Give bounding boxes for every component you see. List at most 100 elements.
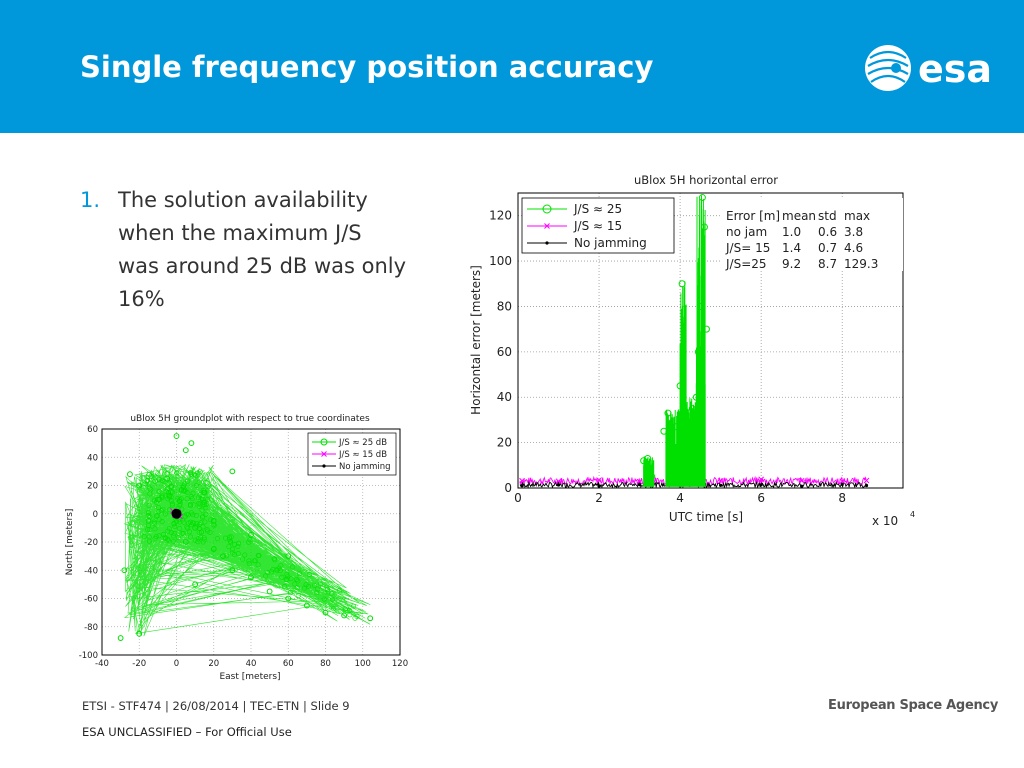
series-js25-cloud-point [208,517,214,523]
series-js25-cloud-point [202,519,208,525]
chart-r-ytick: 100 [489,254,512,268]
chart-l-xtick: 80 [320,659,331,669]
series-js25-cloud-point [168,530,174,536]
series-js25-point [220,553,226,560]
series-js25-cloud-point [352,615,358,621]
series-js25-point [201,489,208,496]
series-js25-cloud-point [194,483,200,489]
series-js25-point [648,473,656,481]
series-js25-cloud-point [347,612,353,618]
chart-r-xtick: 0 [514,491,522,505]
series-js25-cloud-point [185,478,191,484]
series-js25-cloud-point [288,590,294,596]
series-js25-cloud-point [163,511,169,517]
series-js25-cloud-point [184,524,190,530]
chart-r-legend: J/S ≈ 25 J/S ≈ 15 No jamming [521,197,675,254]
series-js25-cloud-point [312,583,318,589]
series-js25-cloud-point [182,513,188,519]
stats-cell: 1.4 [782,241,801,255]
series-js25-cloud-point [152,478,158,484]
chart-l-ytick: -40 [84,566,98,576]
classification-text: ESA UNCLASSIFIED – For Official Use [82,725,292,739]
series-js15-point [717,478,724,484]
series-js25-cloud-point [177,502,183,508]
footer-text: ETSI - STF474 | 26/08/2014 | TEC-ETN | S… [82,699,350,713]
series-js25-point [229,567,236,574]
series-js25-cloud-point [195,539,201,545]
series-nojam-point [173,513,178,517]
series-js25-cloud-point [246,539,252,545]
series-js25-cloud-point [179,506,185,512]
series-js25-cloud-point [265,570,271,576]
series-js25-point [688,405,696,413]
chart-l-legend-marker [320,438,328,446]
series-js25-point [192,581,199,588]
series-js25-cloud-point [156,476,162,482]
chart-l-ytick: -20 [84,538,98,548]
chart-l-legend-marker [322,464,326,468]
series-js25-point [127,471,133,478]
series-js25-cloud-point [325,589,331,595]
stats-cell: 9.2 [782,257,801,271]
series-js25-point [668,434,676,442]
series-js25-point [248,532,254,538]
series-js25-point [285,553,292,560]
chart-r-ytick: 60 [497,345,512,359]
agency-name: European Space Agency [828,698,998,713]
series-js25-point [702,325,710,333]
series-js25-cloud-point [205,483,211,489]
series-js25-cloud-point [279,574,285,580]
chart-l-xtick: 40 [246,659,257,669]
series-js25-cloud-point [169,484,175,490]
stats-cell: J/S= 15 [725,241,770,255]
series-js25-point [640,457,648,465]
series-js25-cloud-point [283,577,289,583]
series-js25-cloud-point [190,512,196,518]
stats-cell: 0.7 [818,241,837,255]
chart-r-legend-label: No jamming [574,236,647,250]
series-js25-point [136,482,143,489]
chart-r-legend-marker [542,204,552,214]
chart-r-xtick: 6 [757,491,765,505]
series-nojam-point [759,483,763,487]
series-js25-point [672,423,680,431]
series-nojam-point [864,483,869,488]
series-js25-cloud-point [197,492,203,498]
chart-r-stats-bg [722,198,903,271]
series-js25-cloud-point [203,479,209,485]
chart-r-ytick: 0 [504,481,512,495]
series-js25-cloud-point [156,488,162,494]
stats-cell: 8.7 [818,257,837,271]
series-js25-cloud-point [172,523,178,529]
stats-header-cell: std [818,209,837,223]
series-js25-point [229,468,236,475]
series-js25-point [266,588,273,595]
series-js25-cloud-point [205,528,211,534]
chart-r-stats-table: Error [m] mean std max no jam 1.0 0.6 3.8 J/S= 1… [722,198,903,271]
series-js25-cloud-point [201,535,207,541]
series-js25-cloud-point [160,506,166,512]
chart-r-frame [517,192,904,489]
series-js25-cloud-point [277,568,283,574]
series-js25-cloud-point [195,470,201,476]
series-js25-point [154,496,161,503]
series-js25-cloud-point [290,564,296,570]
series-js15-point [798,477,805,484]
series-js25-cloud-point [147,527,153,533]
bullet-text: The solution availability when the maxim… [118,188,407,311]
series-js25-point [664,409,672,417]
logo-text: esa [918,47,992,91]
series-js25-point [644,455,652,462]
chart-r-title: uBlox 5H horizontal error [634,173,778,187]
series-js25-cloud-point [229,550,235,556]
chart-l-xtick: 20 [208,659,219,669]
series-js25-cloud-point [295,578,301,584]
chart-l-ytick: -100 [79,651,98,661]
series-js25-cloud-point [171,531,177,537]
series-js25-point [680,416,688,424]
series-js25-point [248,574,254,581]
series-js25-point [188,440,195,447]
series-js25-cloud-point [165,537,171,543]
series-js25-cloud-point [321,596,327,602]
chart-r-ytick: 80 [497,299,512,313]
